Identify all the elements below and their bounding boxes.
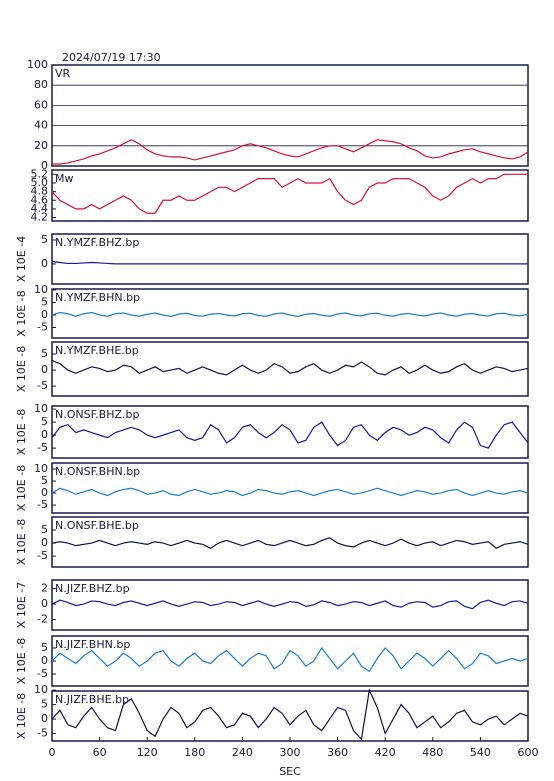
y-tick-label: -5 (37, 726, 48, 739)
y-tick-label: 5 (41, 415, 48, 428)
x-tick-label: 420 (375, 746, 396, 759)
panel-label: N.JIZF.BHE.bp (55, 693, 129, 706)
panel-frame (51, 169, 529, 222)
panel-frame (51, 233, 529, 285)
waveform-line (51, 537, 529, 549)
y-tick-label: -2 (37, 613, 48, 626)
panel-label: Mw (55, 172, 74, 185)
y-tick-label: 5 (41, 296, 48, 309)
y-tick-label: 5 (41, 641, 48, 654)
y-tick-label: -5 (37, 498, 48, 511)
y-tick-label: 0 (41, 428, 48, 441)
x-tick-label: 0 (49, 746, 56, 759)
y-axis-title: X 10E -8 (15, 693, 28, 739)
x-axis-title: SEC (279, 765, 301, 778)
y-tick-label: 0 (41, 486, 48, 499)
y-axis-title: X 10E -8 (15, 638, 28, 684)
waveform-line (51, 311, 529, 318)
waveform-line (51, 421, 529, 449)
y-tick-label: 5 (41, 233, 48, 246)
panel-label: N.YMZF.BHE.bp (55, 344, 139, 357)
x-tick-label: 540 (470, 746, 491, 759)
y-tick-label: 0 (41, 363, 48, 376)
y-axis-title: X 10E -8 (15, 465, 28, 511)
panel-label: N.JIZF.BHZ.bp (55, 582, 130, 595)
x-tick-label: 600 (518, 746, 539, 759)
y-tick-label: -5 (37, 667, 48, 680)
waveform-line (51, 260, 528, 265)
y-tick-label: 5 (41, 698, 48, 711)
y-tick-label: 0 (41, 597, 48, 610)
y-tick-label: -5 (37, 441, 48, 454)
panel-frame (51, 579, 529, 631)
chart-title: 2024/07/19 17:30 (62, 51, 161, 64)
y-tick-label: 100 (27, 58, 48, 71)
panel-frame (51, 462, 529, 514)
y-tick-label: 80 (34, 78, 48, 91)
x-tick-label: 240 (232, 746, 253, 759)
panel-label: N.YMZF.BHZ.bp (55, 236, 139, 249)
x-tick-label: 360 (327, 746, 348, 759)
panel-label: N.ONSF.BHZ.bp (55, 408, 139, 421)
y-tick-label: 5.2 (31, 167, 49, 180)
y-tick-label: 40 (34, 119, 48, 132)
y-axis-title: X 10E -8 (15, 346, 28, 392)
y-axis-title: X 10E -8 (15, 409, 28, 455)
waveform-line (51, 688, 529, 741)
y-tick-label: 4.8 (31, 185, 49, 198)
y-axis-title: X 10E -8 (15, 290, 28, 336)
y-tick-label: 0 (41, 712, 48, 725)
y-axis-title: X 10E -8 (15, 519, 28, 565)
panel-label: N.ONSF.BHN.bp (55, 465, 140, 478)
x-tick-label: 180 (184, 746, 205, 759)
y-tick-label: 5.0 (31, 176, 49, 189)
waveform-line (52, 139, 529, 165)
y-tick-label: 4.6 (31, 193, 49, 206)
waveform-line (51, 173, 528, 214)
y-tick-label: 5 (41, 347, 48, 360)
y-tick-label: 5 (41, 523, 48, 536)
y-tick-label: 2 (41, 582, 48, 595)
panel-frame (51, 288, 529, 339)
y-tick-label: -5 (37, 549, 48, 562)
x-tick-label: 480 (422, 746, 443, 759)
y-tick-label: 4.4 (31, 202, 49, 215)
y-tick-label: 0 (41, 536, 48, 549)
panel-label: N.YMZF.BHN.bp (55, 291, 140, 304)
waveform-line (51, 487, 529, 497)
y-axis-title: X 10E -4 (15, 236, 28, 282)
panel-label: N.ONSF.BHE.bp (55, 519, 139, 532)
y-tick-label: 20 (34, 139, 48, 152)
x-tick-label: 120 (137, 746, 158, 759)
x-tick-label: 60 (93, 746, 107, 759)
waveform-line (51, 599, 529, 610)
y-tick-label: 10 (34, 283, 48, 296)
y-tick-label: 0 (41, 308, 48, 321)
y-tick-label: 5 (41, 474, 48, 487)
y-tick-label: 10 (34, 683, 48, 696)
y-tick-label: -5 (37, 321, 48, 334)
y-tick-label: 10 (34, 462, 48, 475)
y-tick-label: -5 (37, 379, 48, 392)
y-tick-label: 0 (41, 257, 48, 270)
panel-label: VR (55, 67, 71, 80)
y-tick-label: 0 (41, 654, 48, 667)
panel-label: N.JIZF.BHN.bp (55, 638, 130, 651)
panel-frame (51, 64, 529, 167)
waveform-line (51, 646, 529, 673)
waveform-line (51, 359, 529, 376)
panel-frame (51, 516, 529, 568)
panel-frame (51, 405, 529, 459)
y-tick-label: 0 (41, 159, 48, 172)
y-axis-title: X 10E -7 (15, 582, 28, 628)
y-tick-label: 60 (34, 98, 48, 111)
y-tick-label: 10 (34, 402, 48, 415)
y-tick-label: 4.2 (31, 211, 49, 224)
x-tick-label: 300 (280, 746, 301, 759)
